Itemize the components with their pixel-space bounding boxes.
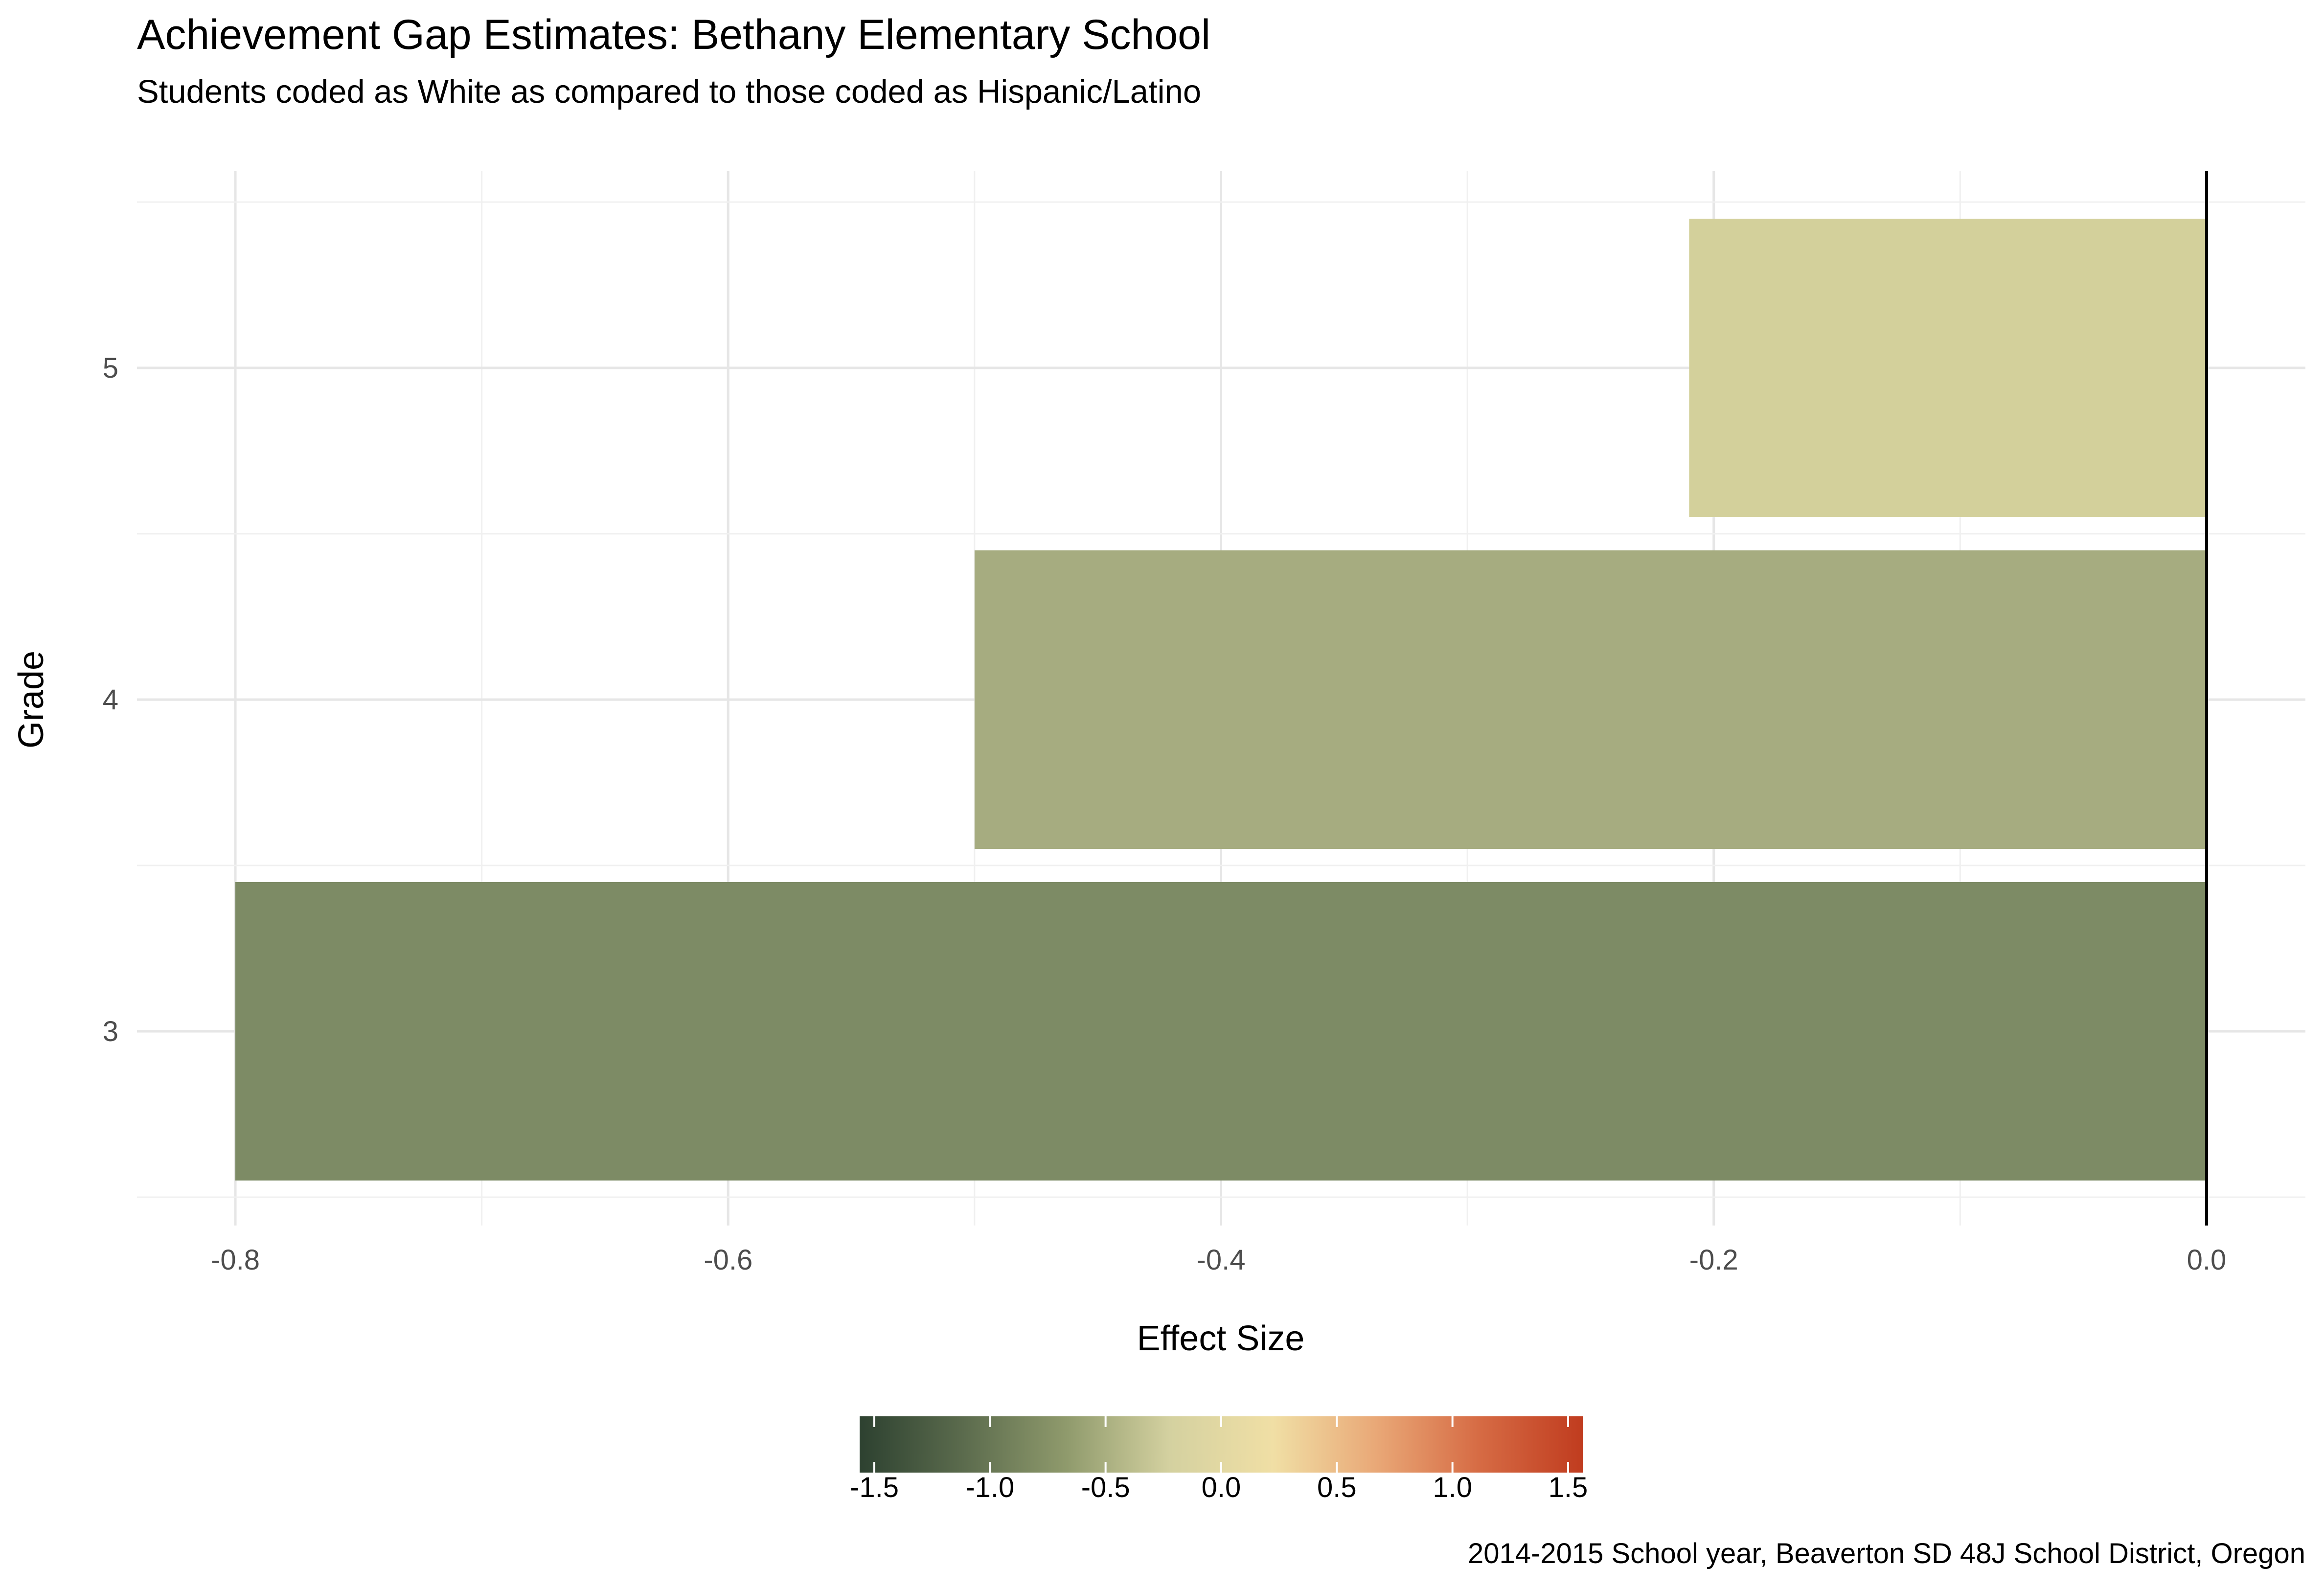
y-tick-label: 5 (103, 352, 118, 384)
x-axis-ticks: -0.8 -0.6 -0.4 -0.2 0.0 (211, 1244, 2226, 1276)
x-tick-label: -0.2 (1689, 1244, 1738, 1276)
bar-grade-4 (974, 550, 2207, 849)
x-tick-label: 0.0 (2187, 1244, 2227, 1276)
colorbar-tick-label: 1.0 (1433, 1472, 1472, 1503)
colorbar-tick-label: -1.0 (965, 1472, 1014, 1503)
bars (235, 219, 2207, 1181)
colorbar-tick-label: -1.5 (850, 1472, 899, 1503)
colorbar-tick-label: -0.5 (1081, 1472, 1130, 1503)
colorbar-tick-label: 0.0 (1202, 1472, 1241, 1503)
colorbar-tick-label: 0.5 (1317, 1472, 1357, 1503)
x-tick-label: -0.6 (704, 1244, 752, 1276)
chart-caption: 2014-2015 School year, Beaverton SD 48J … (1468, 1538, 2305, 1569)
y-axis-ticks: 3 4 5 (103, 352, 118, 1047)
bar-grade-5 (1689, 219, 2207, 517)
colorbar-tick-label: 1.5 (1549, 1472, 1588, 1503)
y-tick-label: 3 (103, 1016, 118, 1047)
x-axis-title: Effect Size (1137, 1319, 1305, 1358)
x-tick-label: -0.4 (1197, 1244, 1246, 1276)
y-tick-label: 4 (103, 684, 118, 716)
x-tick-label: -0.8 (211, 1244, 260, 1276)
colorbar-legend: -1.5 -1.0 -0.5 0.0 0.5 1.0 1.5 (850, 1416, 1588, 1503)
chart-subtitle: Students coded as White as compared to t… (137, 73, 1201, 110)
y-axis-title: Grade (12, 651, 51, 749)
colorbar-ticks: -1.5 -1.0 -0.5 0.0 0.5 1.0 1.5 (850, 1416, 1588, 1503)
bar-grade-3 (235, 882, 2207, 1181)
chart-title: Achievement Gap Estimates: Bethany Eleme… (137, 11, 1210, 58)
